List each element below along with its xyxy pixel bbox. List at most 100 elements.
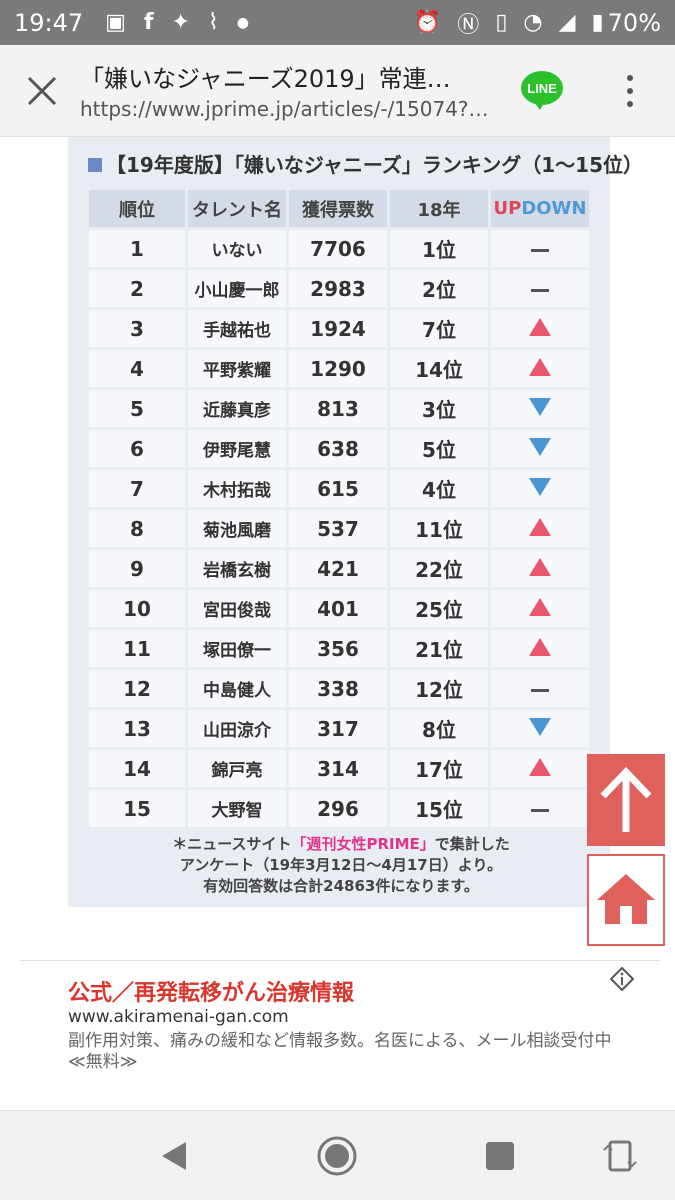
ranking-image: 【19年度版】「嫌いなジャニーズ」ランキング（1～15位） 順位 タレント名 獲… (68, 137, 643, 907)
prev-rank-cell: 25位 (390, 590, 488, 627)
prev-rank-cell: 2位 (390, 270, 488, 307)
status-time: 19:47 (14, 8, 84, 37)
trend-down-icon (529, 437, 551, 456)
trend-cell (491, 270, 589, 307)
system-nav-bar (0, 1110, 675, 1200)
vibrate-icon: ▯ (495, 10, 508, 35)
prev-rank-cell: 17位 (390, 750, 488, 787)
image-icon: ▣ (105, 10, 126, 35)
name-cell: 錦戸亮 (188, 750, 286, 787)
prev-rank-cell: 11位 (390, 510, 488, 547)
rotate-button[interactable] (600, 1136, 640, 1176)
close-button[interactable] (24, 73, 60, 109)
overflow-menu-button[interactable] (620, 69, 640, 113)
line-label: LINE (527, 81, 557, 96)
note-line-3: 有効回答数は合計24863件になります。 (203, 877, 479, 895)
rank-cell: 4 (89, 350, 185, 387)
table-row: 8 菊池風磨 537 11位 (89, 510, 589, 547)
rank-cell: 6 (89, 430, 185, 467)
rank-cell: 15 (89, 790, 185, 827)
rank-cell: 2 (89, 270, 185, 307)
table-row: 1 いない 7706 1位 (89, 230, 589, 267)
trend-cell (491, 710, 589, 747)
nfc-icon: Ⓝ (457, 12, 480, 38)
trend-cell (491, 750, 589, 787)
table-row: 15 大野智 296 15位 (89, 790, 589, 827)
header-down: DOWN (521, 198, 587, 219)
name-cell: 大野智 (188, 790, 286, 827)
line-share-button[interactable]: LINE (520, 70, 564, 110)
status-bar: 19:47 ▣ f ✦ ⌇ ● ⏰ Ⓝ ▯ ◔ ◢ ▮ 70% (0, 0, 675, 45)
trend-up-icon (529, 597, 551, 616)
battery-level: 70% (607, 8, 661, 37)
name-cell: いない (188, 230, 286, 267)
note-line-2: アンケート（19年3月12日～4月17日）より。 (179, 856, 503, 874)
name-cell: 山田涼介 (188, 710, 286, 747)
votes-cell: 1924 (289, 310, 387, 347)
name-cell: 小山慶一郎 (188, 270, 286, 307)
votes-cell: 813 (289, 390, 387, 427)
trend-cell (491, 310, 589, 347)
header-name: タレント名 (188, 190, 286, 227)
prev-rank-cell: 22位 (390, 550, 488, 587)
rank-cell: 12 (89, 670, 185, 707)
votes-cell: 2983 (289, 270, 387, 307)
trend-down-icon (529, 397, 551, 416)
back-button[interactable] (156, 1136, 196, 1176)
prev-rank-cell: 5位 (390, 430, 488, 467)
trend-up-icon (529, 317, 551, 336)
ranking-title-text: 【19年度版】「嫌いなジャニーズ」ランキング（1～15位） (106, 153, 643, 177)
votes-cell: 296 (289, 790, 387, 827)
table-row: 3 手越祐也 1924 7位 (89, 310, 589, 347)
note-source: 「週刊女性PRIME」 (291, 835, 435, 853)
votes-cell: 317 (289, 710, 387, 747)
close-icon (27, 76, 57, 106)
scroll-to-top-button[interactable] (587, 754, 665, 846)
table-row: 12 中島健人 338 12位 (89, 670, 589, 707)
rank-cell: 9 (89, 550, 185, 587)
rank-cell: 8 (89, 510, 185, 547)
recents-icon (486, 1142, 514, 1170)
ad-title[interactable]: 公式／再発転移がん治療情報 (68, 981, 355, 1006)
trend-cell (491, 390, 589, 427)
trend-same-icon (531, 248, 549, 252)
name-cell: 宮田俊哉 (188, 590, 286, 627)
rank-cell: 14 (89, 750, 185, 787)
trend-up-icon (529, 637, 551, 656)
name-cell: 伊野尾慧 (188, 430, 286, 467)
page-url[interactable]: https://www.jprime.jp/articles/-/15074?… (80, 97, 489, 121)
line-icon: LINE (521, 71, 563, 110)
title-square-icon (88, 158, 102, 172)
rotate-icon (603, 1140, 637, 1172)
name-cell: 木村拓哉 (188, 470, 286, 507)
dot-icon: ● (236, 14, 249, 31)
trend-cell (491, 350, 589, 387)
ad-url[interactable]: www.akiramenai-gan.com (68, 1007, 289, 1027)
ad-block[interactable]: 公式／再発転移がん治療情報 www.akiramenai-gan.com 副作用… (20, 960, 660, 1090)
menu-dot-icon (627, 88, 633, 94)
name-cell: 岩橋玄樹 (188, 550, 286, 587)
votes-cell: 356 (289, 630, 387, 667)
rank-cell: 10 (89, 590, 185, 627)
rank-cell: 13 (89, 710, 185, 747)
home-button[interactable] (587, 854, 665, 946)
table-row: 14 錦戸亮 314 17位 (89, 750, 589, 787)
votes-cell: 615 (289, 470, 387, 507)
ad-info-button[interactable] (609, 966, 635, 992)
table-row: 6 伊野尾慧 638 5位 (89, 430, 589, 467)
trend-same-icon (531, 808, 549, 812)
note-line-1: ＊ニュースサイト「週刊女性PRIME」で集計した (172, 835, 510, 853)
ad-info-icon (609, 966, 635, 992)
ranking-title: 【19年度版】「嫌いなジャニーズ」ランキング（1～15位） (88, 149, 643, 178)
menu-dot-icon (627, 101, 633, 107)
prev-rank-cell: 7位 (390, 310, 488, 347)
recents-button[interactable] (480, 1136, 520, 1176)
prev-rank-cell: 12位 (390, 670, 488, 707)
trend-same-icon (531, 288, 549, 292)
home-icon (597, 874, 655, 924)
name-cell: 近藤真彦 (188, 390, 286, 427)
table-row: 10 宮田俊哉 401 25位 (89, 590, 589, 627)
survey-note: ＊ニュースサイト「週刊女性PRIME」で集計した アンケート（19年3月12日～… (88, 834, 594, 897)
home-nav-button[interactable] (317, 1136, 357, 1176)
trend-cell (491, 630, 589, 667)
